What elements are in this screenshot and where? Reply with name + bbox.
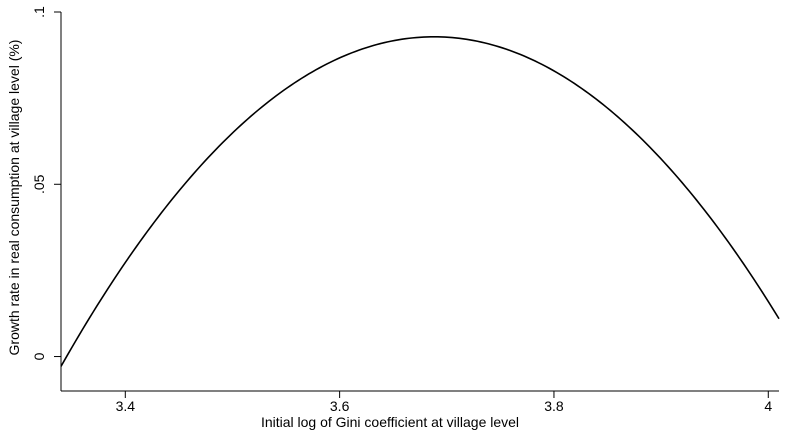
y-tick-label: .05 — [31, 174, 47, 194]
series-line — [60, 35, 780, 367]
y-tick-label: .1 — [31, 6, 47, 18]
plot-area — [60, 35, 780, 367]
x-ticks: 3.4 3.6 3.8 4 — [116, 391, 772, 414]
axes — [60, 12, 779, 392]
y-tick-label: 0 — [31, 352, 47, 360]
x-tick-label: 3.4 — [116, 398, 136, 414]
x-tick-label: 3.8 — [544, 398, 564, 414]
x-tick-label: 3.6 — [330, 398, 350, 414]
y-ticks: 0 .05 .1 — [31, 6, 61, 360]
x-tick-label: 4 — [764, 398, 772, 414]
x-axis-title: Initial log of Gini coefficient at villa… — [261, 414, 519, 430]
y-axis-title: Growth rate in real consumption at villa… — [6, 40, 22, 356]
